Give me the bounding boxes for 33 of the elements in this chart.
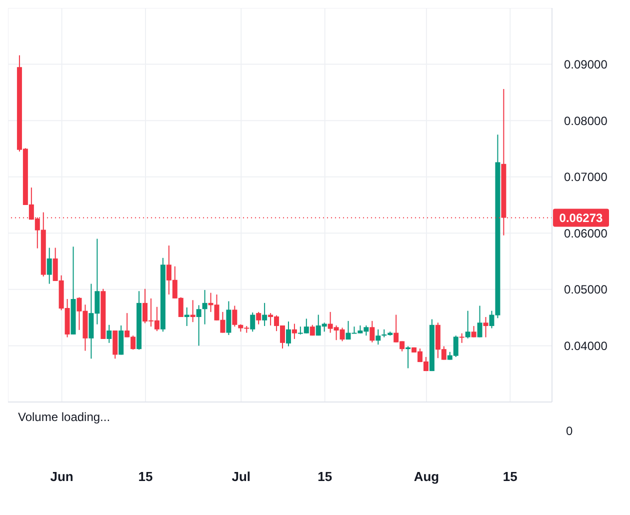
candlestick	[250, 312, 256, 332]
text: Volume loading...	[18, 410, 110, 424]
y-tick-label: 0.08000	[564, 114, 608, 128]
candlestick	[262, 302, 268, 327]
y-tick-label: 0.06000	[564, 226, 608, 240]
y-tick-label: 0.09000	[564, 58, 608, 72]
y-tick-label: 0.05000	[564, 282, 608, 297]
y-tick-label: 0.07000	[564, 170, 608, 184]
candlestick	[459, 332, 464, 344]
text: 0	[566, 424, 573, 438]
x-tick-label: Jun	[50, 469, 74, 484]
candlestick	[202, 289, 208, 325]
candlestick	[483, 316, 488, 338]
candlestick	[232, 305, 238, 328]
candlestick	[370, 320, 375, 343]
candlestick	[471, 326, 476, 338]
x-tick-label: 15	[318, 469, 332, 484]
ref-line-label: 0.06273	[559, 210, 604, 225]
candlestick	[292, 323, 297, 340]
candlestick	[256, 311, 262, 325]
candlestick	[286, 321, 291, 347]
candlestick	[477, 305, 482, 338]
x-tick-label: Jul	[232, 469, 251, 484]
candlestick	[465, 310, 470, 339]
x-tick-label: 15	[138, 469, 153, 484]
x-tick-label: 15	[502, 469, 518, 484]
candlestick	[376, 328, 381, 346]
x-tick-label: Aug	[414, 469, 440, 484]
y-tick-label: 0.04000	[564, 338, 608, 353]
candlestick	[46, 247, 52, 284]
candlestick	[226, 300, 232, 336]
candlestick	[196, 304, 202, 346]
candlestick	[106, 324, 112, 344]
